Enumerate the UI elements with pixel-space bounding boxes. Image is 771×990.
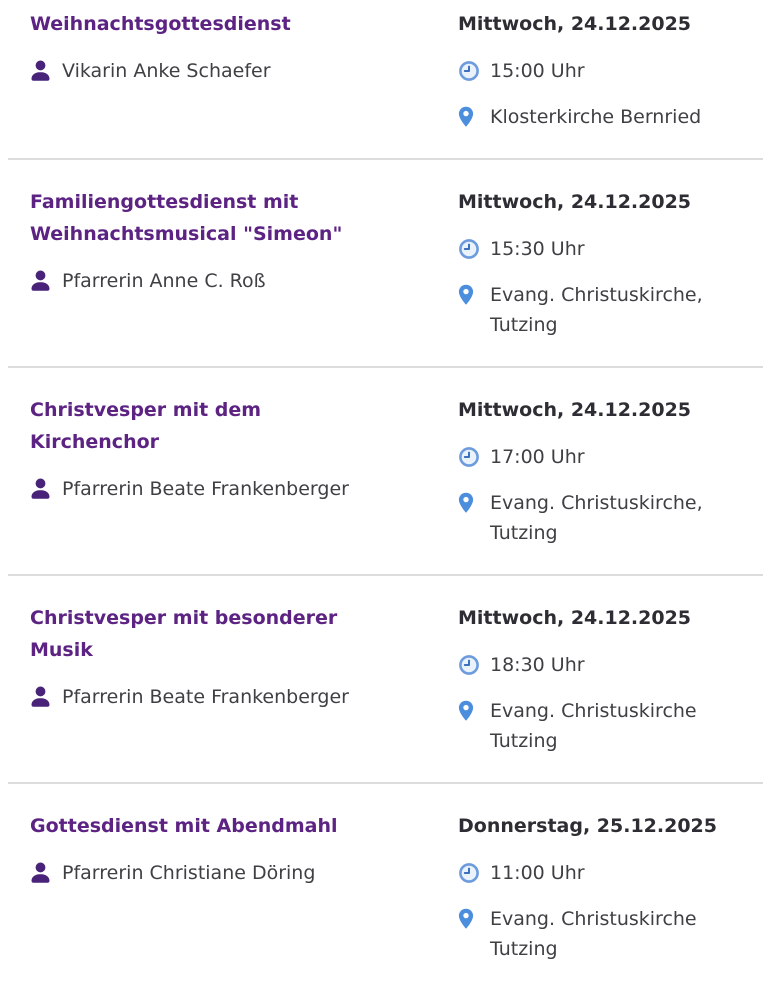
event-person-name: Vikarin Anke Schaefer <box>62 60 271 82</box>
event-time: 11:00 Uhr <box>490 862 585 884</box>
event-date: Donnerstag, 25.12.2025 <box>458 815 717 837</box>
event-location: Evang. Christuskirche, Tutzing <box>490 492 703 544</box>
event-location: Evang. Christuskirche Tutzing <box>490 908 697 960</box>
event-date: Mittwoch, 24.12.2025 <box>458 13 692 35</box>
event-time-row: 11:00 Uhr <box>458 858 763 888</box>
map-pin-icon <box>458 904 480 930</box>
event-time-row: 15:30 Uhr <box>458 234 763 264</box>
event-right-column: Mittwoch, 24.12.2025 15:00 Uhr <box>458 8 763 132</box>
map-pin-icon <box>458 696 480 722</box>
event-row: Christvesper mit dem Kirchenchor Pfarrer… <box>8 366 763 574</box>
event-row: Familiengottesdienst mit Weihnachtsmusic… <box>8 158 763 366</box>
event-time-row: 17:00 Uhr <box>458 442 763 472</box>
event-time-row: 18:30 Uhr <box>458 650 763 680</box>
event-title-link[interactable]: Christvesper mit besonderer Musik <box>30 607 338 661</box>
clock-icon <box>458 56 480 82</box>
event-location: Evang. Christuskirche Tutzing <box>490 700 697 752</box>
event-person-row: Pfarrerin Beate Frankenberger <box>30 682 458 712</box>
event-person-row: Pfarrerin Beate Frankenberger <box>30 474 458 504</box>
event-right-column: Mittwoch, 24.12.2025 17:00 Uhr <box>458 394 763 548</box>
event-right-column: Mittwoch, 24.12.2025 18:30 Uhr <box>458 602 763 756</box>
event-person-row: Vikarin Anke Schaefer <box>30 56 458 86</box>
map-pin-icon <box>458 102 480 128</box>
event-time: 15:30 Uhr <box>490 238 585 260</box>
event-row: Weihnachtsgottesdienst Vikarin Anke Scha… <box>8 0 763 158</box>
clock-icon <box>458 234 480 260</box>
event-location-row: Klosterkirche Bernried <box>458 102 763 132</box>
user-icon <box>30 56 52 83</box>
event-left-column: Gottesdienst mit Abendmahl Pfarrerin Chr… <box>30 810 458 964</box>
event-location-row: Evang. Christuskirche, Tutzing <box>458 280 763 340</box>
event-location-row: Evang. Christuskirche Tutzing <box>458 904 763 964</box>
event-time: 17:00 Uhr <box>490 446 585 468</box>
event-right-column: Donnerstag, 25.12.2025 11:00 Uhr <box>458 810 763 964</box>
event-left-column: Christvesper mit besonderer Musik Pfarre… <box>30 602 458 756</box>
user-icon <box>30 266 52 293</box>
event-left-column: Christvesper mit dem Kirchenchor Pfarrer… <box>30 394 458 548</box>
clock-icon <box>458 650 480 676</box>
event-person-row: Pfarrerin Christiane Döring <box>30 858 458 888</box>
event-person-row: Pfarrerin Anne C. Roß <box>30 266 458 296</box>
user-icon <box>30 682 52 709</box>
event-person-name: Pfarrerin Beate Frankenberger <box>62 478 349 500</box>
event-time-row: 15:00 Uhr <box>458 56 763 86</box>
event-right-column: Mittwoch, 24.12.2025 15:30 Uhr <box>458 186 763 340</box>
user-icon <box>30 474 52 501</box>
event-date: Mittwoch, 24.12.2025 <box>458 399 692 421</box>
event-time: 18:30 Uhr <box>490 654 585 676</box>
event-date: Mittwoch, 24.12.2025 <box>458 607 692 629</box>
event-location: Klosterkirche Bernried <box>490 106 702 128</box>
event-time: 15:00 Uhr <box>490 60 585 82</box>
event-title-link[interactable]: Gottesdienst mit Abendmahl <box>30 815 338 837</box>
event-left-column: Weihnachtsgottesdienst Vikarin Anke Scha… <box>30 8 458 132</box>
clock-icon <box>458 858 480 884</box>
event-title-link[interactable]: Familiengottesdienst mit Weihnachtsmusic… <box>30 191 343 245</box>
event-title-link[interactable]: Weihnachtsgottesdienst <box>30 13 291 35</box>
event-person-name: Pfarrerin Anne C. Roß <box>62 270 266 292</box>
event-location-row: Evang. Christuskirche Tutzing <box>458 696 763 756</box>
clock-icon <box>458 442 480 468</box>
event-row: Christvesper mit besonderer Musik Pfarre… <box>8 574 763 782</box>
event-date: Mittwoch, 24.12.2025 <box>458 191 692 213</box>
event-location: Evang. Christuskirche, Tutzing <box>490 284 703 336</box>
event-location-row: Evang. Christuskirche, Tutzing <box>458 488 763 548</box>
event-person-name: Pfarrerin Christiane Döring <box>62 862 316 884</box>
event-person-name: Pfarrerin Beate Frankenberger <box>62 686 349 708</box>
event-row: Gottesdienst mit Abendmahl Pfarrerin Chr… <box>8 782 763 990</box>
map-pin-icon <box>458 488 480 514</box>
map-pin-icon <box>458 280 480 306</box>
event-left-column: Familiengottesdienst mit Weihnachtsmusic… <box>30 186 458 340</box>
user-icon <box>30 858 52 885</box>
event-title-link[interactable]: Christvesper mit dem Kirchenchor <box>30 399 262 453</box>
